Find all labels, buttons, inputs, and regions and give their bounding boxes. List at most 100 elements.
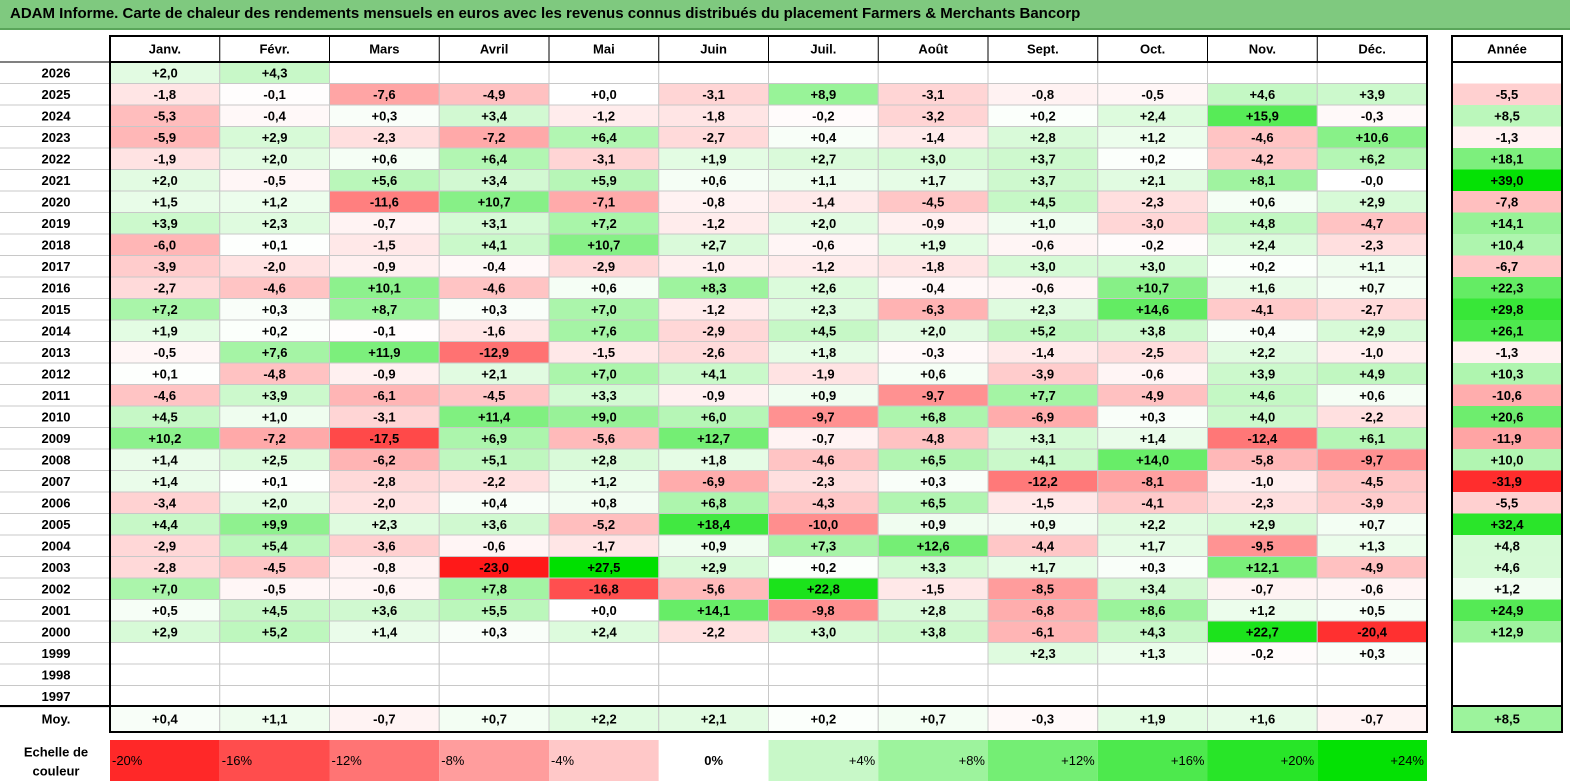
- heatmap-cell-value: +5,2: [1030, 323, 1056, 338]
- heatmap-cell: [877, 685, 989, 708]
- heatmap-cell-value: +0,6: [701, 173, 727, 188]
- heatmap-cell-value: -0,6: [1141, 366, 1163, 381]
- row-year-label: 2000: [42, 624, 71, 639]
- heatmap-cell-value: -8,1: [1141, 474, 1163, 489]
- heatmap-cell: [438, 663, 550, 686]
- heatmap-cell-value: -0,3: [922, 345, 944, 360]
- heatmap-cell-value: -3,9: [1032, 366, 1054, 381]
- scale-swatch-label: 0%: [704, 753, 723, 768]
- heatmap-cell-value: +1,6: [1250, 280, 1276, 295]
- annual-cell: [1452, 556, 1562, 578]
- heatmap-cell-value: -2,3: [1251, 495, 1273, 510]
- heatmap-cell-value: +2,3: [811, 302, 837, 317]
- heatmap-cell-value: +11,9: [368, 345, 400, 360]
- annual-cell: [1452, 449, 1562, 471]
- average-cell: [1316, 705, 1428, 733]
- row-year-label: 2023: [42, 130, 71, 145]
- heatmap-cell-value: -1,0: [1361, 345, 1383, 360]
- heatmap-cell-value: -4,1: [1251, 302, 1273, 317]
- heatmap-cell-value: +6,2: [1359, 151, 1385, 166]
- row-year-label: 2002: [42, 581, 71, 596]
- heatmap-cell-value: +10,7: [478, 194, 511, 209]
- row-year-label: 2016: [42, 280, 71, 295]
- annual-cell: [1452, 685, 1562, 707]
- heatmap-cell-value: -0,8: [373, 560, 395, 575]
- annual-cell: [1452, 212, 1562, 234]
- heatmap-cell-value: +1,3: [1140, 646, 1166, 661]
- heatmap-cell-value: -9,8: [812, 603, 834, 618]
- heatmap-cell-value: -0,9: [702, 388, 724, 403]
- heatmap-cell-value: -9,7: [812, 409, 834, 424]
- heatmap-cell-value: +0,9: [1030, 517, 1056, 532]
- year-header-label: Année: [1487, 42, 1527, 57]
- row-year-label: 2009: [42, 431, 71, 446]
- heatmap-cell-value: +0,4: [481, 495, 507, 510]
- heatmap-cell-value: -1,8: [702, 108, 724, 123]
- heatmap-cell-value: +5,2: [262, 624, 288, 639]
- heatmap-cell-value: +7,6: [591, 323, 617, 338]
- heatmap-cell: [987, 685, 1099, 708]
- average-cell: [768, 705, 879, 733]
- heatmap-cell-value: -5,6: [702, 581, 724, 596]
- heatmap-cell-value: +0,3: [481, 624, 507, 639]
- scale-swatch: [219, 740, 330, 781]
- heatmap-cell: [1207, 685, 1318, 708]
- heatmap-cell-value: -1,2: [702, 216, 724, 231]
- heatmap-cell-value: +6,0: [701, 409, 727, 424]
- heatmap-cell-value: -20,4: [1357, 624, 1387, 639]
- annual-cell-value: +12,9: [1491, 624, 1524, 639]
- heatmap-cell-value: +0,3: [1359, 646, 1385, 661]
- scale-swatch-label: +20%: [1281, 753, 1315, 768]
- heatmap-cell-value: -1,6: [483, 323, 505, 338]
- month-header-3: Avril: [480, 42, 508, 57]
- row-year-label: 2008: [42, 452, 71, 467]
- heatmap-cell-value: +3,1: [1030, 431, 1056, 446]
- heatmap-cell-value: -2,7: [702, 130, 724, 145]
- average-cell: [658, 705, 769, 733]
- row-year-label: 1998: [42, 667, 71, 682]
- heatmap-cell-value: -5,3: [154, 108, 176, 123]
- heatmap-cell-value: +1,2: [1140, 130, 1166, 145]
- heatmap-cell: [548, 61, 660, 84]
- annual-cell: [1452, 277, 1562, 299]
- heatmap-cell-value: +0,2: [1250, 259, 1276, 274]
- heatmap-cell-value: +0,5: [1359, 603, 1385, 618]
- heatmap-cell-value: +1,8: [811, 345, 837, 360]
- scale-swatch: [439, 740, 549, 781]
- heatmap-cell-value: -4,6: [263, 280, 285, 295]
- heatmap-cell-value: -3,4: [154, 495, 177, 510]
- heatmap-cell-value: +6,8: [701, 495, 727, 510]
- heatmap-cell-value: +4,3: [262, 65, 288, 80]
- heatmap-cell-value: +1,1: [1359, 259, 1385, 274]
- row-year-label: 2018: [42, 237, 71, 252]
- heatmap-cell-value: -3,0: [1141, 216, 1163, 231]
- annual-cell-value: +14,1: [1491, 216, 1524, 231]
- heatmap-cell-value: -4,5: [263, 560, 285, 575]
- heatmap-cell-value: +2,0: [152, 173, 178, 188]
- heatmap-cell-value: +2,1: [1140, 173, 1166, 188]
- heatmap-cell-value: +6,1: [1359, 431, 1385, 446]
- heatmap-cell-value: +0,6: [1250, 194, 1276, 209]
- heatmap-cell-value: +3,8: [1140, 323, 1166, 338]
- heatmap-cell-value: -6,8: [1032, 603, 1054, 618]
- row-year-label: 2020: [42, 194, 71, 209]
- annual-cell-value: +20,6: [1491, 409, 1524, 424]
- heatmap-cell-value: +12,7: [697, 431, 730, 446]
- heatmap-cell-value: -4,5: [922, 194, 944, 209]
- scale-swatch-label: +8%: [959, 753, 986, 768]
- heatmap-cell-value: +0,2: [811, 560, 837, 575]
- average-cell-value: -0,7: [1361, 712, 1383, 727]
- heatmap-cell-value: -3,6: [373, 538, 395, 553]
- heatmap-cell-value: -3,9: [154, 259, 176, 274]
- heatmap-cell-value: -0,4: [483, 259, 506, 274]
- annual-cell-value: +8,5: [1494, 108, 1520, 123]
- heatmap-cell-value: +1,0: [262, 409, 288, 424]
- heatmap-cell-value: +1,4: [1140, 431, 1166, 446]
- heatmap-cell-value: -6,9: [702, 474, 724, 489]
- heatmap-cell: [329, 663, 440, 686]
- row-year-label: 2015: [42, 302, 71, 317]
- annual-cell: [1452, 513, 1562, 535]
- annual-cell: [1452, 255, 1562, 277]
- scale-swatch-label: +4%: [849, 753, 876, 768]
- heatmap-cell: [329, 642, 440, 665]
